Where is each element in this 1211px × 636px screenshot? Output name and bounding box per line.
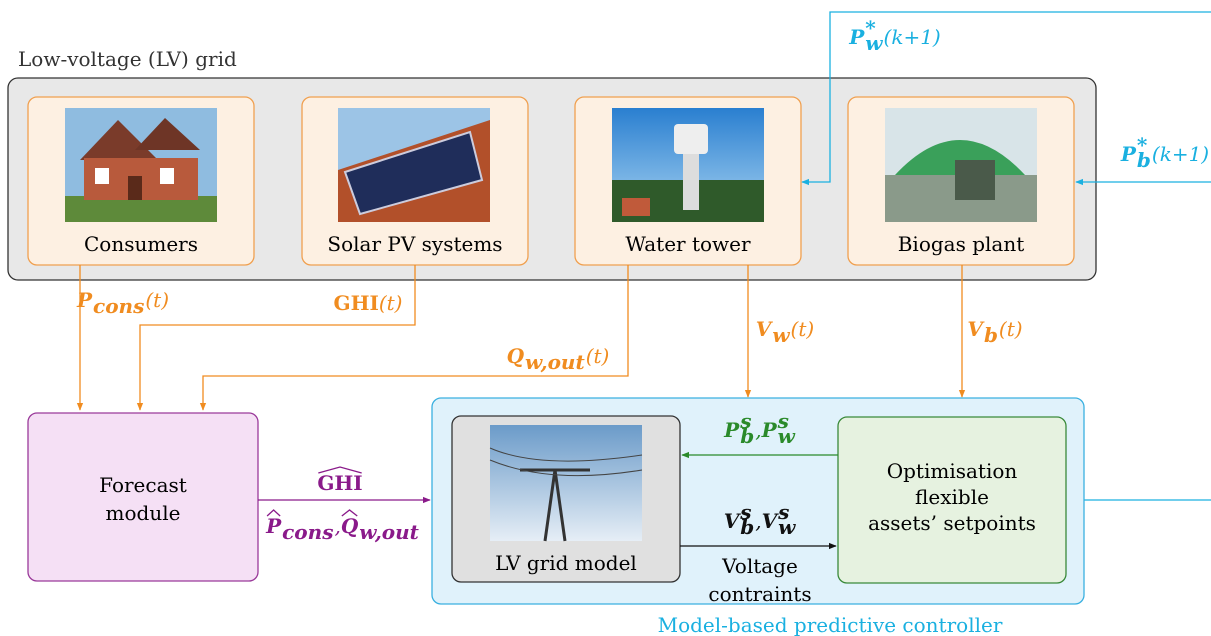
label-sub: cons [93, 294, 144, 318]
hat [341, 509, 358, 517]
label-text: V [724, 509, 742, 533]
grid-model-label: LV grid model [495, 551, 637, 575]
asset-label: Biogas plant [898, 232, 1025, 256]
label-sup: s [777, 409, 789, 433]
asset-consumers: Consumers [27, 96, 255, 266]
label-text: P [761, 418, 778, 442]
label-text: , [755, 509, 761, 533]
label-sub: w [865, 31, 883, 55]
grid-title: Low-voltage (LV) grid [18, 47, 237, 71]
constraints-label: Voltage [721, 554, 798, 578]
label-sub: cons [282, 520, 333, 544]
label-text: (t) [145, 288, 169, 312]
label-text: , [755, 418, 761, 442]
forecast-label: module [106, 501, 181, 525]
signal-label: GHI (t) [334, 291, 403, 315]
optimiser-label: assets’ setpoints [868, 511, 1036, 535]
label-text: (t) [379, 291, 403, 315]
forecast-box [27, 412, 259, 582]
asset-label: Consumers [84, 232, 198, 256]
label-sub: b [740, 515, 754, 539]
lv-grid-box [7, 77, 1097, 281]
optimiser-label: Optimisation [887, 459, 1018, 483]
asset-solar: Solar PV systems [301, 96, 529, 266]
label-sup: s [739, 409, 751, 433]
label-sub: w [778, 424, 796, 448]
label-sub: w,out [525, 350, 585, 374]
label-sup: s [739, 500, 751, 524]
label-text: P [848, 25, 865, 49]
label-sup: s [777, 500, 789, 524]
label-sub: w [772, 323, 790, 347]
hat [266, 509, 281, 517]
label-sub: w [778, 515, 796, 539]
label-text: P [76, 288, 93, 312]
label-text: P [1120, 142, 1137, 166]
signal-label: P *w (k+1) [848, 16, 940, 55]
label-text: (t) [999, 317, 1023, 341]
constraints-label: contraints [708, 582, 811, 606]
label-text: (k+1) [884, 25, 941, 49]
label-text: P [723, 418, 740, 442]
label-sub: b [740, 424, 754, 448]
optimiser-box [837, 416, 1067, 584]
label-text: (t) [791, 317, 815, 341]
label-text: V [967, 317, 985, 341]
label-text: V [756, 317, 774, 341]
asset-label: Solar PV systems [327, 232, 502, 256]
hat [318, 466, 362, 474]
asset-water-tower: Water tower [574, 96, 802, 266]
signal-label: GHI [317, 466, 363, 495]
label-text: (t) [586, 344, 610, 368]
asset-biogas: Biogas plant [847, 96, 1075, 266]
blue-arrows [801, 11, 1211, 501]
asset-label: Water tower [625, 232, 751, 256]
optimiser-label: flexible [915, 485, 989, 509]
label-text: P [265, 514, 282, 538]
controller-label: Model-based predictive controller [658, 613, 1003, 636]
label-sup: * [1137, 133, 1148, 157]
label-sub: w,out [359, 520, 419, 544]
label-text: Q [341, 514, 359, 538]
label-sub: b [1137, 148, 1151, 172]
label-text: (k+1) [1152, 142, 1209, 166]
label-text: Q [507, 344, 525, 368]
label-text: GHI [334, 291, 379, 315]
forecast-label: Forecast [99, 473, 187, 497]
signal-label: P *b (k+1) [1120, 133, 1209, 172]
label-sub: b [984, 323, 998, 347]
label-text: GHI [317, 471, 362, 495]
label-sup: * [865, 16, 876, 40]
label-text: V [762, 509, 780, 533]
orange-arrows [76, 265, 966, 411]
label-text: , [334, 514, 340, 538]
grid-photo [489, 425, 643, 542]
